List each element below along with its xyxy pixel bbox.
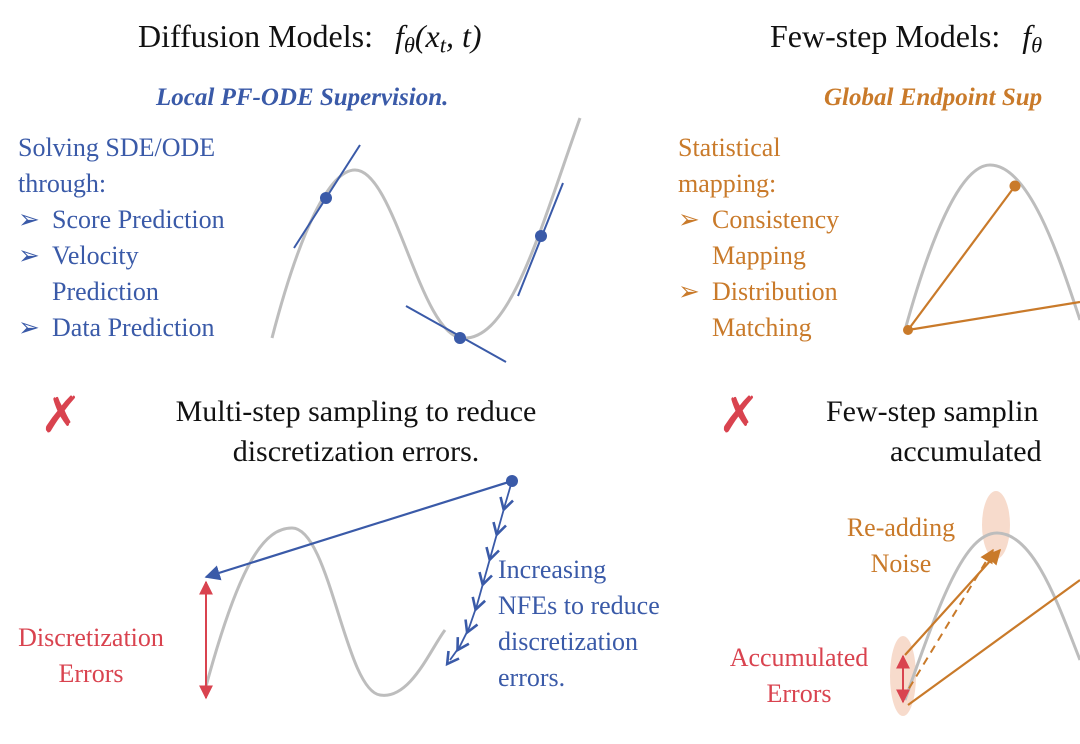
left-title-text: Diffusion Models:	[138, 18, 373, 54]
bullet-label: Velocity	[52, 241, 139, 270]
tangent-point-2	[535, 230, 547, 242]
noise-line2: Noise	[870, 549, 932, 578]
left-bullet-1: ➢ Score Prediction	[18, 202, 225, 238]
right-claim-line1: Few-step samplin	[826, 395, 1039, 428]
right-title-math: fθ	[1022, 18, 1042, 58]
small-steps-path	[445, 480, 514, 667]
left-claim-line2: discretization errors.	[232, 435, 480, 468]
fewstep-curve-group	[890, 491, 1080, 716]
left-bullet-2: ➢ Velocity	[18, 238, 225, 274]
bullet-label: Mapping	[712, 241, 806, 270]
noise-line1: Re-adding	[846, 513, 956, 542]
multistep-curve	[203, 526, 447, 697]
readding-noise-label: Re-adding Noise	[836, 510, 966, 582]
nfe-line2: NFEs to reduce	[498, 591, 660, 620]
left-bullet-2-cont: Prediction	[18, 274, 225, 310]
math-args: (x	[414, 18, 440, 54]
bullet-label: Consistency	[712, 205, 840, 234]
right-bullet-2-cont: Matching	[678, 310, 839, 346]
nfe-line1: Increasing	[498, 555, 607, 584]
multistep-curve-group	[199, 475, 518, 700]
math-f: f	[394, 18, 404, 54]
jump-arrow	[204, 479, 513, 581]
bullet-arrow-icon: ➢	[678, 277, 700, 306]
math-sub-theta: θ	[1031, 32, 1043, 58]
right-desc-line1: Statistical	[678, 133, 781, 162]
endpoint-curve	[903, 163, 1080, 331]
left-desc-line1: Solving SDE/ODE	[18, 133, 216, 162]
fewstep-curve	[903, 531, 1080, 701]
right-bullet-2: ➢ Distribution	[678, 274, 839, 310]
right-claim-line2: accumulated	[890, 435, 1042, 468]
bullet-label: Data Prediction	[52, 313, 215, 342]
math-tail: , t)	[445, 18, 482, 54]
endpoint-curve-group	[903, 163, 1080, 335]
pf-ode-curve	[270, 117, 582, 340]
bullet-label: Distribution	[712, 277, 838, 306]
left-subtitle: Local PF-ODE Supervision.	[156, 84, 449, 111]
error-label-line2: Errors	[58, 659, 124, 688]
right-bullet-1-cont: Mapping	[678, 238, 839, 274]
nfe-annotation: Increasing NFEs to reduce discretization…	[498, 552, 660, 696]
math-sub-t: t	[439, 32, 446, 58]
bullet-label: Score Prediction	[52, 205, 225, 234]
discretization-errors-label: Discretization Errors	[6, 620, 176, 692]
accumulated-errors-label: Accumulated Errors	[718, 640, 880, 712]
left-bullet-3: ➢ Data Prediction	[18, 310, 225, 346]
acc-line1: Accumulated	[729, 643, 869, 672]
left-title: Diffusion Models: fθ(xt, t)	[138, 18, 482, 59]
left-cross-icon: ✗	[40, 386, 82, 444]
error-label-line1: Discretization	[18, 623, 164, 652]
mapping-arrow-up	[907, 185, 1016, 331]
bullet-arrow-icon: ➢	[18, 313, 40, 342]
right-desc-line2: mapping:	[678, 169, 777, 198]
nfe-line4: errors.	[498, 663, 566, 692]
left-desc-line2: through:	[18, 169, 107, 198]
nfe-line3: discretization	[498, 627, 639, 656]
fewstep-arrow-2	[907, 579, 1080, 706]
math-sub-theta: θ	[403, 32, 415, 58]
left-claim: Multi-step sampling to reduce discretiza…	[128, 392, 584, 472]
right-bullet-1: ➢ Consistency	[678, 202, 839, 238]
acc-line2: Errors	[766, 679, 832, 708]
bullet-label: Matching	[712, 313, 812, 342]
fewstep-arrow-1	[904, 548, 1002, 656]
right-description: Statistical mapping: ➢ Consistency Mappin…	[678, 130, 839, 346]
right-cross-icon: ✗	[718, 386, 760, 444]
left-title-math: fθ(xt, t)	[394, 18, 482, 58]
mapping-point-top	[1009, 180, 1021, 192]
bullet-arrow-icon: ➢	[678, 205, 700, 234]
math-f: f	[1022, 18, 1032, 54]
right-title: Few-step Models: fθ	[770, 18, 1042, 59]
pf-ode-curve-group	[270, 117, 582, 363]
left-claim-line1: Multi-step sampling to reduce	[175, 395, 537, 428]
mapping-arrow-right	[907, 300, 1080, 332]
right-subtitle: Global Endpoint Sup	[824, 84, 1043, 111]
left-description: Solving SDE/ODE through: ➢ Score Predicti…	[18, 130, 225, 346]
bullet-arrow-icon: ➢	[18, 241, 40, 270]
noise-halo-top	[982, 491, 1010, 559]
bullet-label: Prediction	[52, 277, 159, 306]
bullet-arrow-icon: ➢	[18, 205, 40, 234]
tangent-point-1	[320, 192, 332, 204]
tangent-point-3	[454, 332, 466, 344]
right-title-text: Few-step Models:	[770, 18, 1001, 54]
